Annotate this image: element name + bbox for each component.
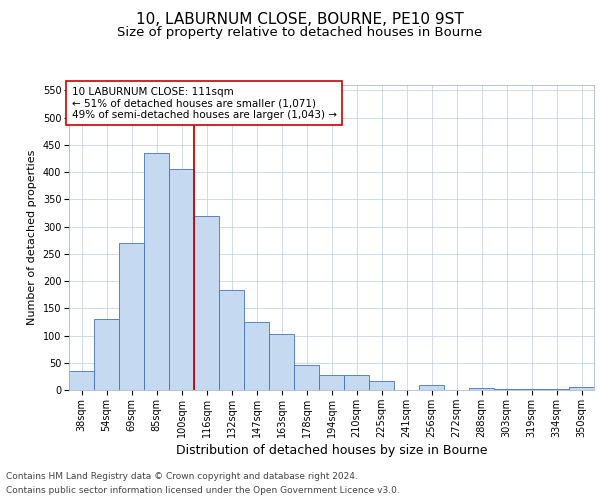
Bar — [319, 375, 344, 390]
Bar — [294, 366, 319, 390]
Bar — [94, 319, 119, 390]
Bar — [519, 389, 544, 390]
Text: 10, LABURNUM CLOSE, BOURNE, PE10 9ST: 10, LABURNUM CLOSE, BOURNE, PE10 9ST — [136, 12, 464, 28]
Bar — [494, 389, 519, 390]
Text: Contains public sector information licensed under the Open Government Licence v3: Contains public sector information licen… — [6, 486, 400, 495]
Bar — [169, 170, 194, 390]
Text: Contains HM Land Registry data © Crown copyright and database right 2024.: Contains HM Land Registry data © Crown c… — [6, 472, 358, 481]
X-axis label: Distribution of detached houses by size in Bourne: Distribution of detached houses by size … — [176, 444, 487, 457]
Bar — [194, 216, 219, 390]
Bar — [219, 290, 244, 390]
Text: Size of property relative to detached houses in Bourne: Size of property relative to detached ho… — [118, 26, 482, 39]
Bar — [369, 382, 394, 390]
Bar — [469, 388, 494, 390]
Bar — [144, 153, 169, 390]
Bar — [69, 371, 94, 390]
Bar — [119, 243, 144, 390]
Bar — [569, 386, 594, 390]
Bar — [269, 334, 294, 390]
Text: 10 LABURNUM CLOSE: 111sqm
← 51% of detached houses are smaller (1,071)
49% of se: 10 LABURNUM CLOSE: 111sqm ← 51% of detac… — [71, 86, 337, 120]
Bar — [419, 385, 444, 390]
Bar — [244, 322, 269, 390]
Bar — [344, 375, 369, 390]
Y-axis label: Number of detached properties: Number of detached properties — [27, 150, 37, 325]
